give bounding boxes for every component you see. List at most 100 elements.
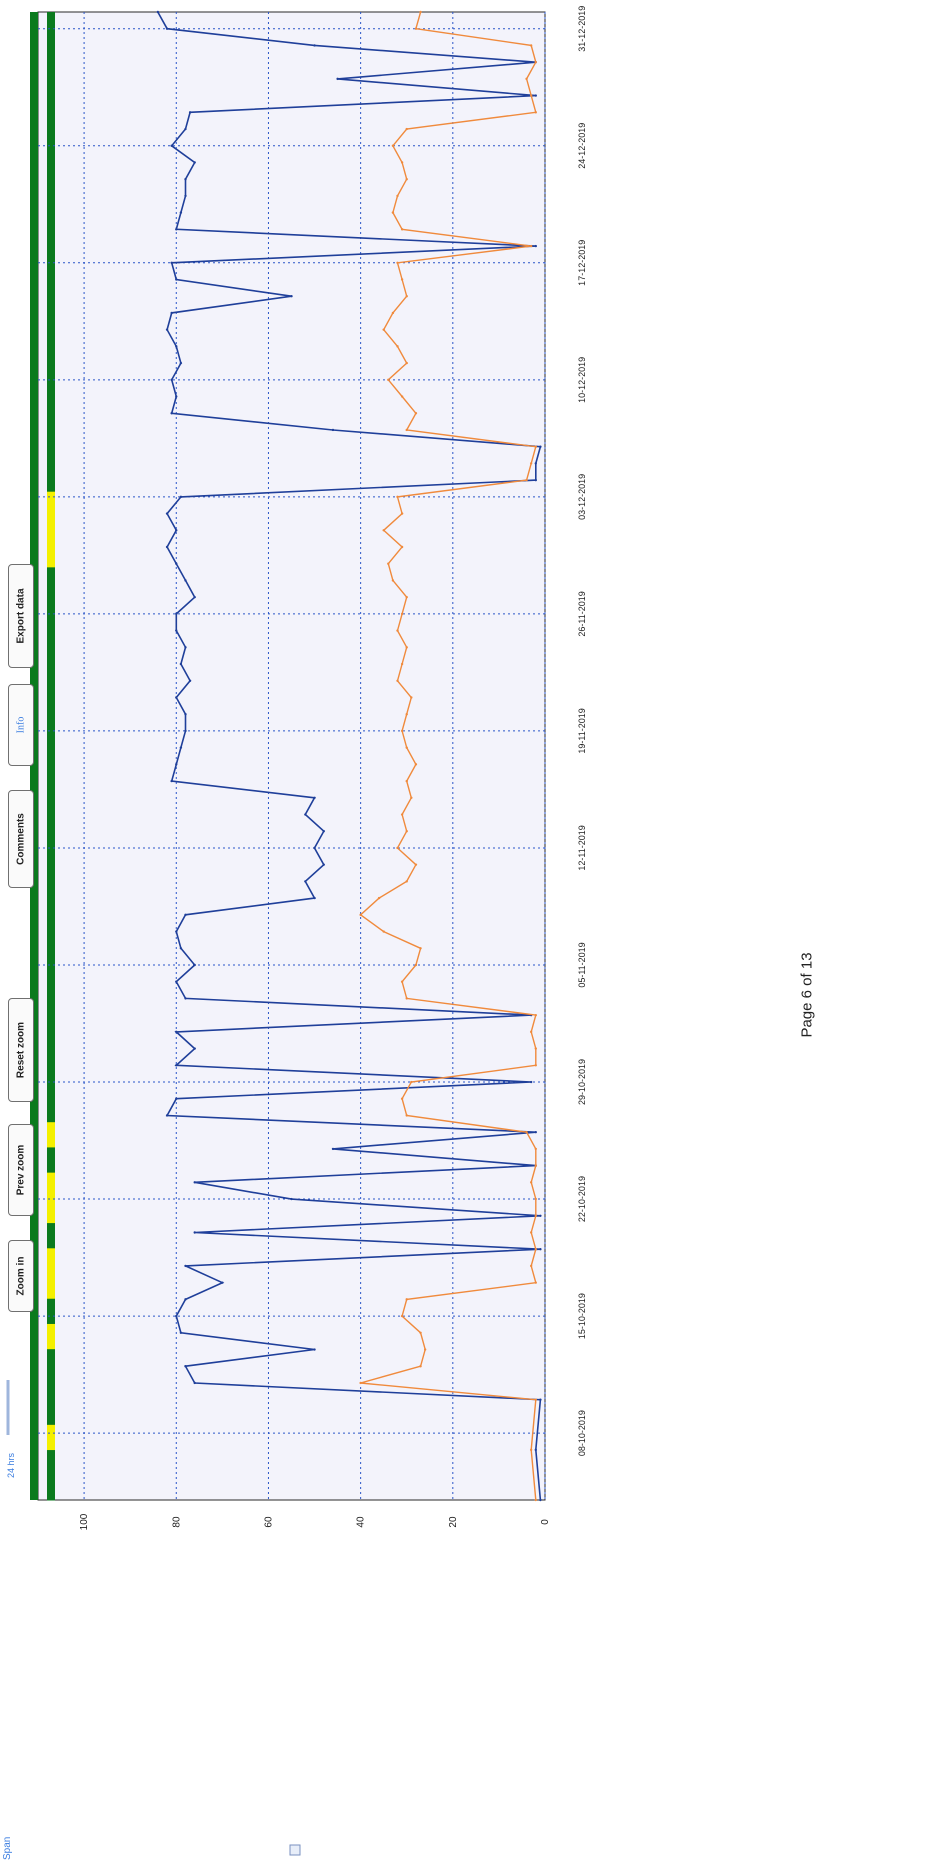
series-point [534, 462, 537, 465]
series-point [423, 1348, 427, 1351]
status-segment [47, 1323, 55, 1350]
status-segment [47, 1273, 55, 1299]
date-tick-label: 12-11-2019 [577, 825, 587, 870]
series-point [414, 863, 418, 866]
status-segment [47, 1222, 55, 1249]
status-segment [47, 1071, 55, 1097]
series-point [539, 1248, 542, 1251]
series-point [193, 161, 196, 164]
value-tick-label: 20 [448, 1516, 459, 1528]
comments-button[interactable]: Comments [8, 790, 34, 888]
status-segment [47, 390, 55, 417]
series-line-primary [157, 11, 542, 1501]
series-point [529, 244, 533, 248]
series-point [391, 311, 395, 315]
info-button[interactable]: Info [8, 684, 34, 766]
series-point [419, 1365, 422, 1368]
status-segment [47, 1146, 55, 1173]
series-point [175, 1064, 178, 1067]
date-tick-label: 24-12-2019 [577, 123, 587, 169]
prev-zoom-button[interactable]: Prev zoom [8, 1124, 34, 1216]
series-point [175, 930, 178, 933]
series-point [184, 729, 187, 733]
series-point [179, 495, 183, 499]
series-point [193, 1047, 196, 1050]
status-segment [47, 62, 55, 89]
series-point [400, 278, 404, 281]
series-point [529, 462, 533, 465]
status-segment [47, 1373, 55, 1400]
series-point [184, 194, 187, 198]
export-data-label: Export data [15, 588, 27, 644]
series-point [193, 595, 196, 599]
series-point [331, 1147, 335, 1151]
series-point [165, 512, 169, 515]
status-segment [47, 1298, 55, 1324]
status-segment [47, 138, 55, 164]
status-strip-base [30, 12, 38, 1500]
series-point [179, 211, 183, 214]
series-point [322, 863, 325, 866]
status-segment [47, 112, 55, 139]
status-segment [47, 617, 55, 644]
series-point [387, 562, 390, 565]
series-point [539, 1498, 542, 1502]
series-point [534, 445, 537, 448]
page-footer: Page 6 of 13 [792, 935, 822, 1055]
series-point [534, 1197, 537, 1201]
series-point [405, 361, 408, 365]
series-point [414, 412, 418, 415]
series-point [175, 1030, 178, 1034]
series-point [184, 1298, 187, 1301]
series-point [525, 478, 528, 482]
series-point [391, 211, 395, 214]
series-point [175, 345, 178, 348]
series-point [405, 295, 408, 298]
series-point [179, 361, 183, 365]
series-point [534, 1064, 537, 1067]
status-segment [47, 1172, 55, 1198]
series-point [534, 244, 537, 248]
series-line-secondary [359, 11, 537, 1501]
export-data-button[interactable]: Export data [8, 564, 34, 668]
series-point [175, 395, 178, 398]
series-point [414, 763, 418, 766]
series-point [175, 228, 178, 231]
status-segment [47, 819, 55, 845]
status-segment [47, 213, 55, 240]
status-segment [47, 440, 55, 467]
series-point [179, 1331, 183, 1335]
status-segment [47, 516, 55, 543]
series-point [382, 328, 385, 331]
series-point [184, 913, 187, 917]
status-segment [47, 37, 55, 63]
status-segment [47, 1096, 55, 1123]
status-segment [47, 163, 55, 190]
zoom-in-button[interactable]: Zoom in [8, 1240, 34, 1312]
series-point [184, 997, 187, 1000]
series-point [313, 896, 316, 900]
series-point [525, 1130, 528, 1134]
series-point [165, 328, 169, 331]
status-segment [47, 87, 55, 114]
status-segment [47, 945, 55, 971]
series-point [359, 1381, 362, 1385]
status-segment [47, 592, 55, 618]
series-point [534, 1130, 537, 1134]
series-point [331, 428, 335, 432]
series-point [188, 111, 192, 114]
series-point [400, 1097, 404, 1100]
series-point [529, 1030, 533, 1034]
status-segment [47, 1348, 55, 1375]
status-segment [47, 642, 55, 669]
series-point [405, 1298, 408, 1301]
series-point [391, 579, 395, 582]
prev-zoom-label: Prev zoom [15, 1144, 27, 1196]
series-point [534, 1448, 537, 1452]
reset-zoom-button[interactable]: Reset zoom [8, 998, 34, 1102]
value-tick-label: 0 [540, 1519, 551, 1525]
series-point [165, 1114, 169, 1117]
series-point [396, 345, 399, 348]
status-segment [47, 264, 55, 290]
